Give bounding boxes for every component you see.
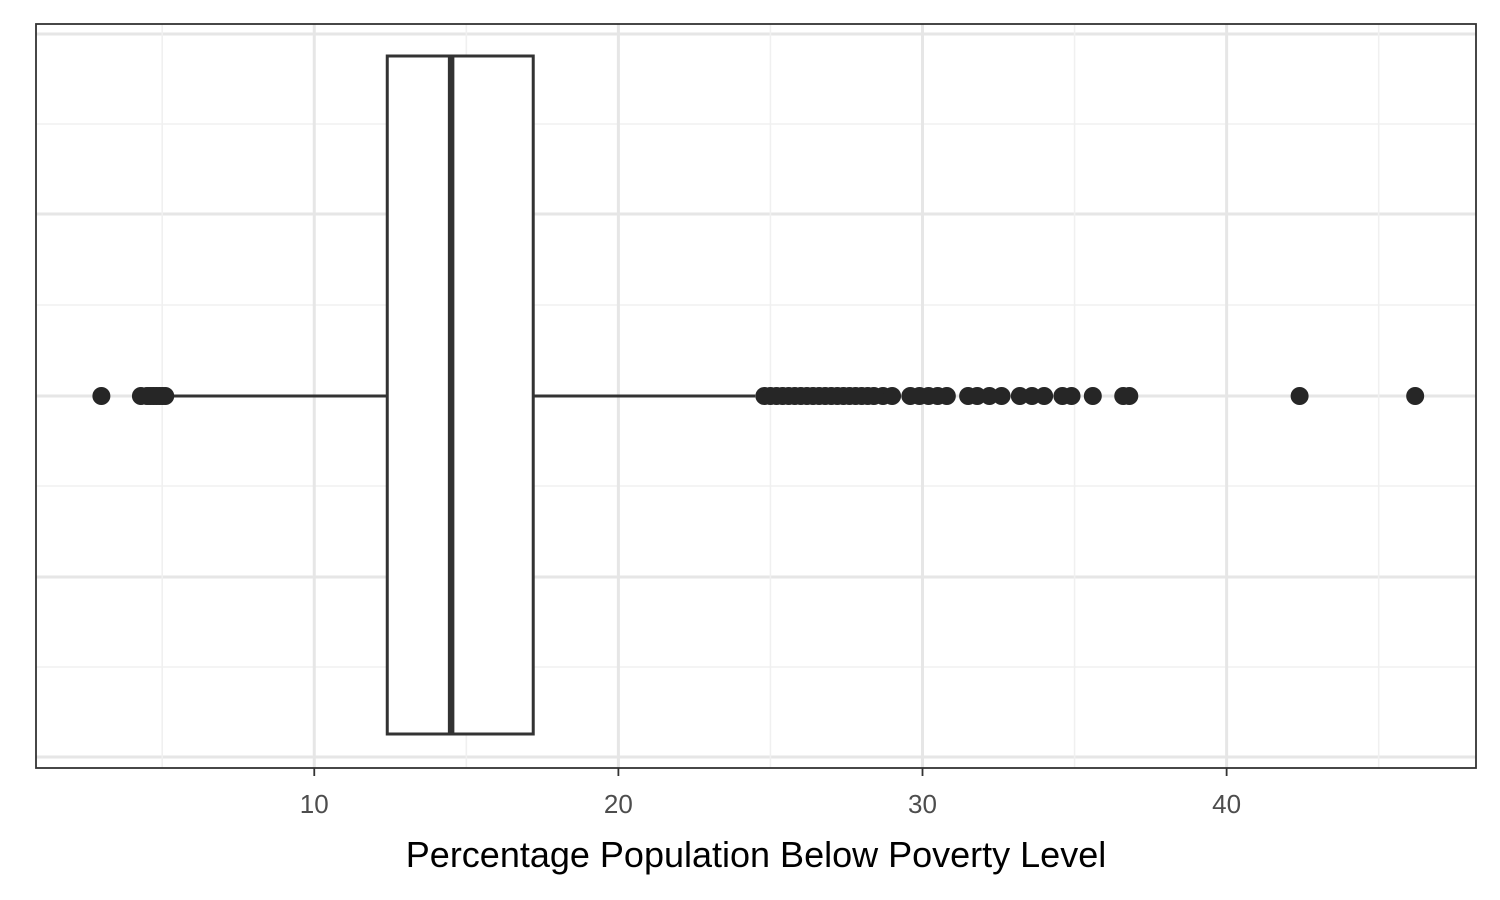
outlier-layer [92,387,1425,405]
outlier-point [1290,387,1309,405]
x-axis-ticks: 10 20 30 40 [300,768,1241,819]
outlier-point [937,387,956,405]
panel-border [35,23,1477,769]
x-tick-label: 10 [300,789,329,819]
outlier-point [1120,387,1139,405]
outlier-point [883,387,902,405]
x-tick-label: 40 [1212,789,1241,819]
x-tick-label: 20 [604,789,633,819]
box-iqr [385,54,535,736]
outlier-point [1035,387,1054,405]
outlier-point [92,387,111,405]
outlier-point [1406,387,1425,405]
box-layer [385,54,535,736]
x-tick-label: 30 [908,789,937,819]
outlier-point [1062,387,1081,405]
outlier-point [1083,387,1102,405]
x-axis-title: Percentage Population Below Poverty Leve… [406,834,1106,875]
outlier-point [992,387,1011,405]
outlier-point [156,387,175,405]
